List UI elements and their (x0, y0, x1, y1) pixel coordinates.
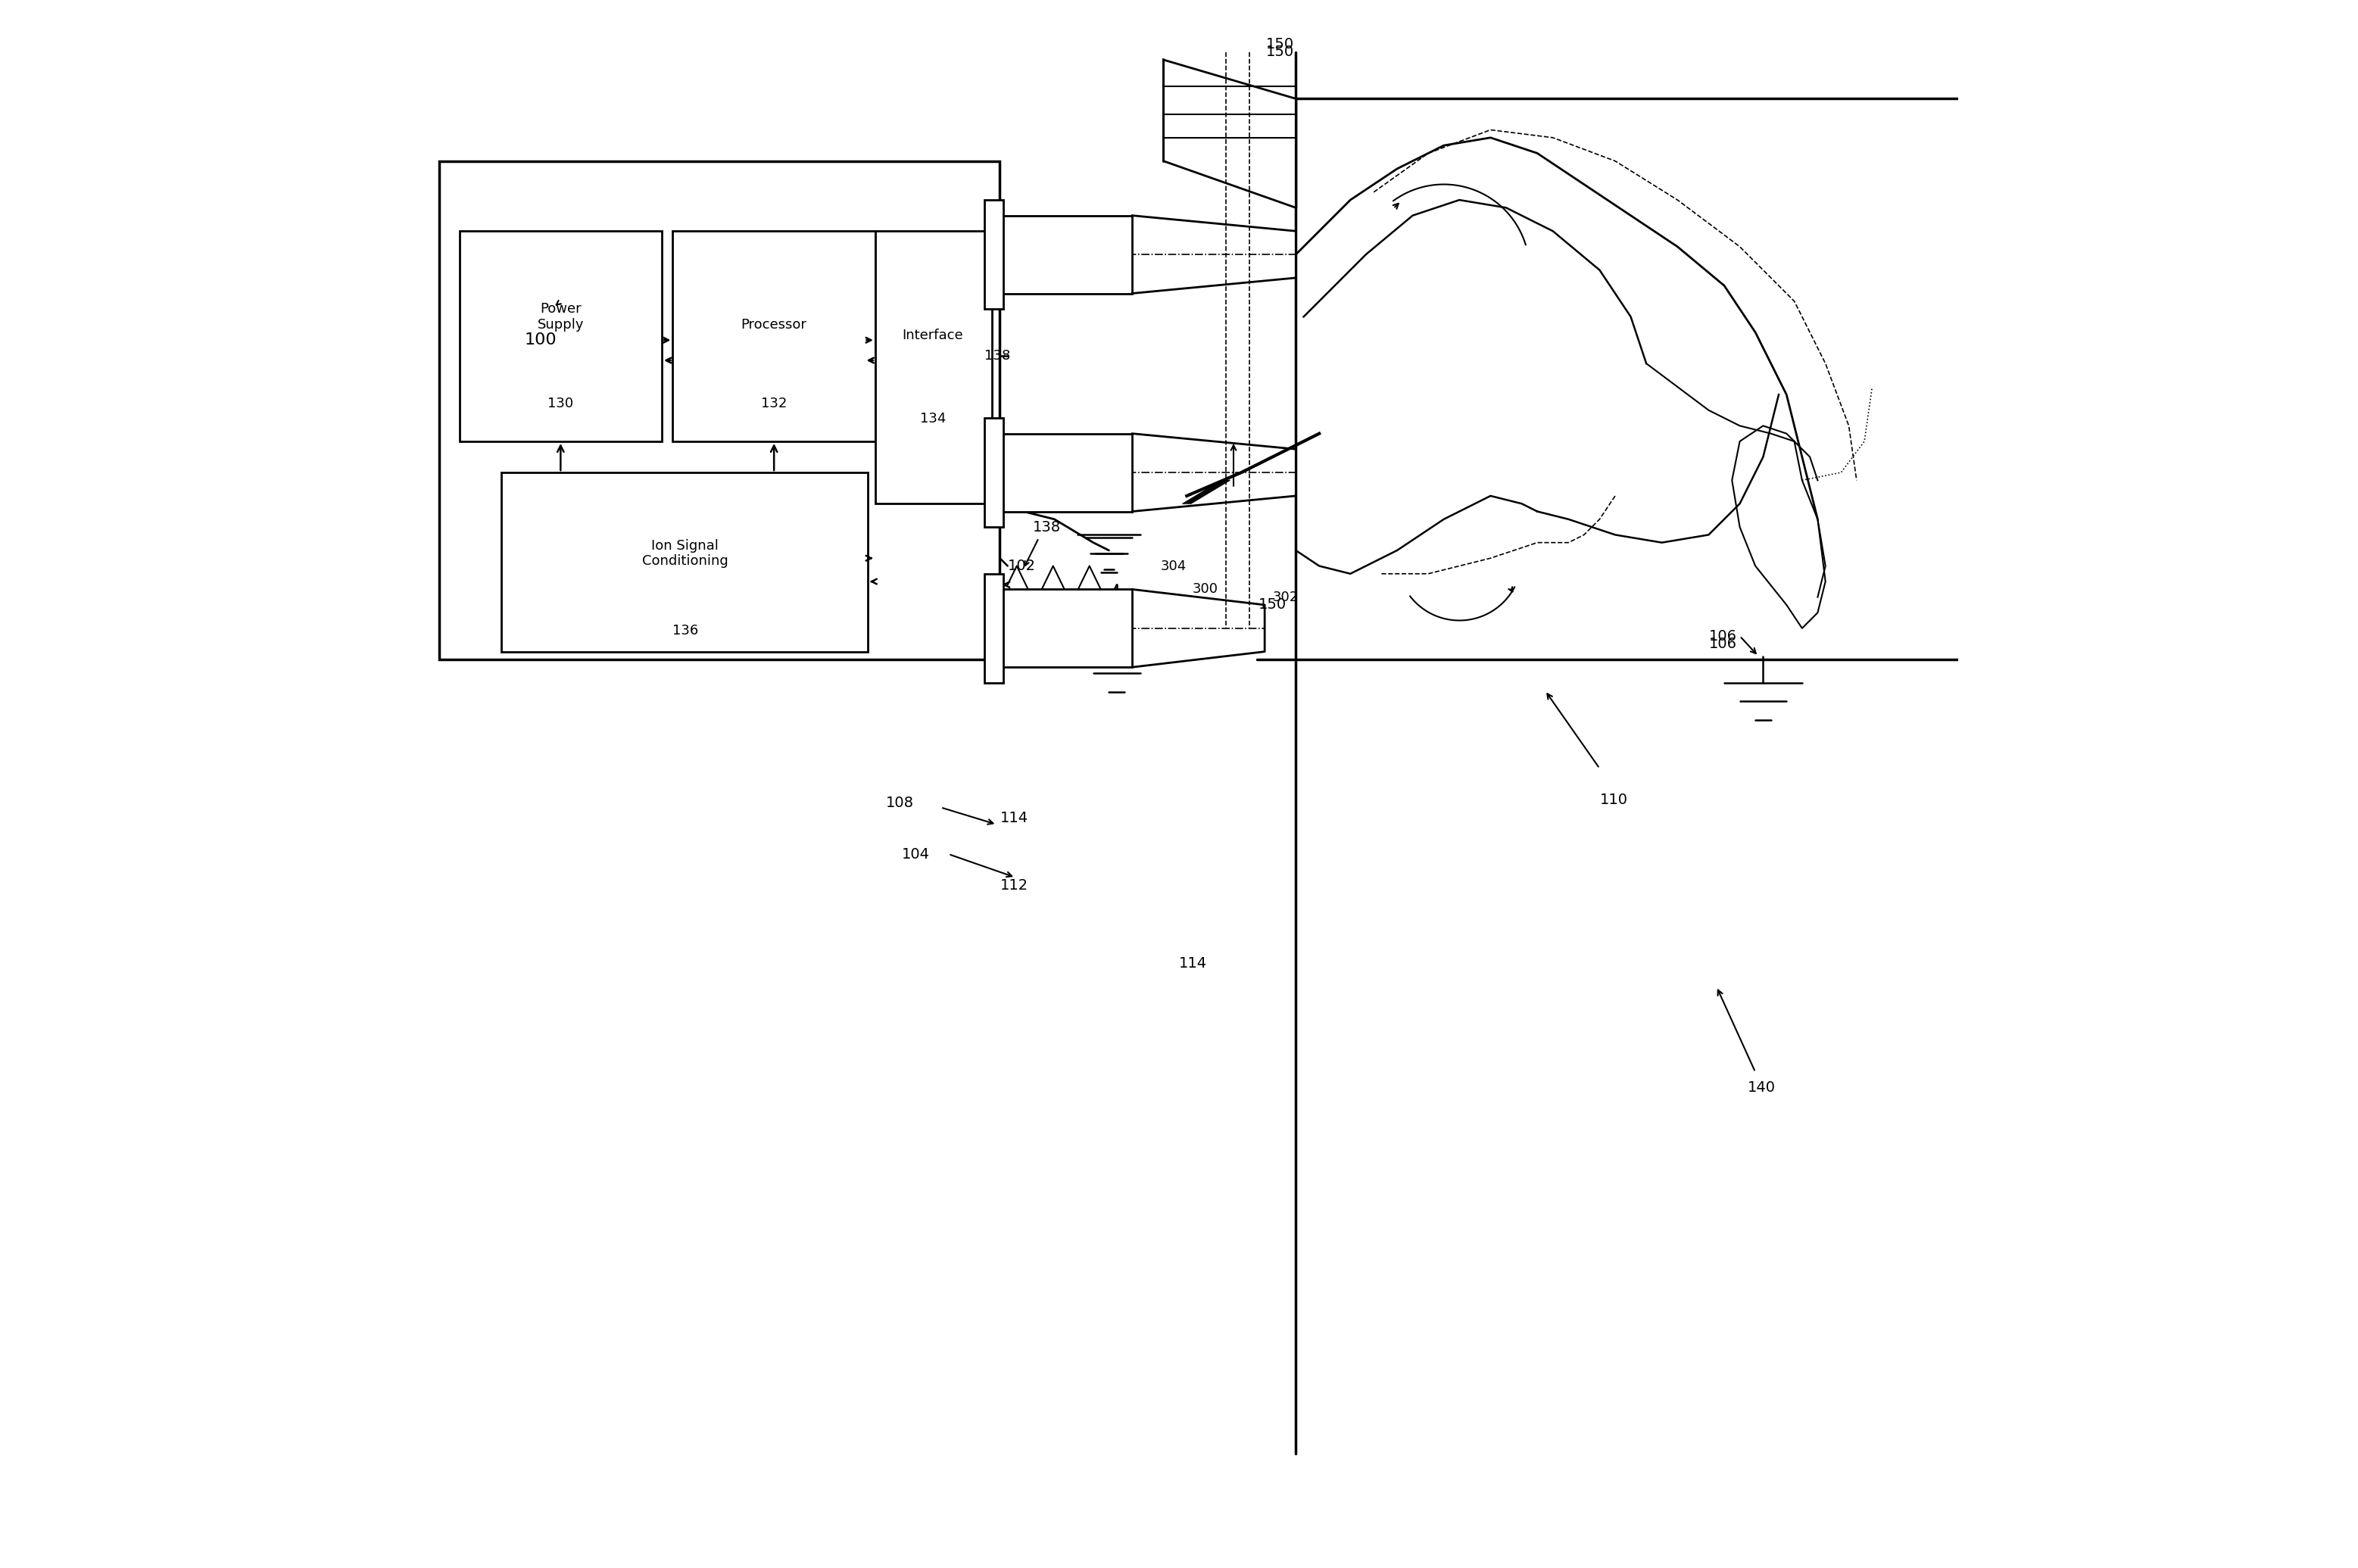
Text: 304: 304 (1160, 560, 1186, 572)
Polygon shape (1132, 434, 1297, 511)
Text: Power
Supply: Power Supply (538, 303, 585, 331)
Bar (993, 215, 1132, 293)
Text: 150: 150 (1266, 38, 1295, 52)
Text: Processor: Processor (740, 318, 806, 331)
Text: 102: 102 (1007, 558, 1035, 574)
Text: 300: 300 (1193, 582, 1219, 596)
Text: 134: 134 (920, 412, 946, 426)
Polygon shape (1132, 590, 1264, 668)
Text: 114: 114 (1000, 811, 1028, 825)
Text: 138: 138 (983, 348, 1009, 362)
Bar (439, 162, 1000, 660)
Text: 110: 110 (1599, 792, 1627, 808)
Text: 112: 112 (1000, 878, 1028, 892)
Bar (983, 419, 1002, 527)
Text: 302: 302 (1273, 590, 1299, 604)
Bar (502, 472, 868, 652)
Text: Ion Signal
Conditioning: Ion Signal Conditioning (641, 539, 729, 568)
Bar (460, 230, 663, 441)
Text: 150: 150 (1266, 45, 1295, 60)
Text: Interface: Interface (903, 329, 964, 342)
Text: 106: 106 (1710, 637, 1735, 651)
Text: 100: 100 (523, 332, 556, 348)
Polygon shape (1132, 215, 1297, 293)
Text: 104: 104 (901, 847, 929, 861)
Text: 150: 150 (1259, 597, 1287, 612)
Bar (672, 230, 875, 441)
Text: 132: 132 (762, 397, 788, 411)
Bar (983, 201, 1002, 309)
Bar (875, 230, 993, 503)
Text: 106: 106 (1710, 629, 1735, 643)
Bar (993, 434, 1132, 511)
Text: 130: 130 (547, 397, 573, 411)
Text: 138: 138 (1033, 521, 1061, 535)
Text: 140: 140 (1747, 1080, 1776, 1094)
Text: 136: 136 (672, 624, 698, 638)
Text: 108: 108 (887, 795, 915, 811)
Bar (983, 574, 1002, 682)
Polygon shape (1162, 60, 1297, 207)
Text: 114: 114 (1179, 956, 1207, 971)
Bar (993, 590, 1132, 668)
